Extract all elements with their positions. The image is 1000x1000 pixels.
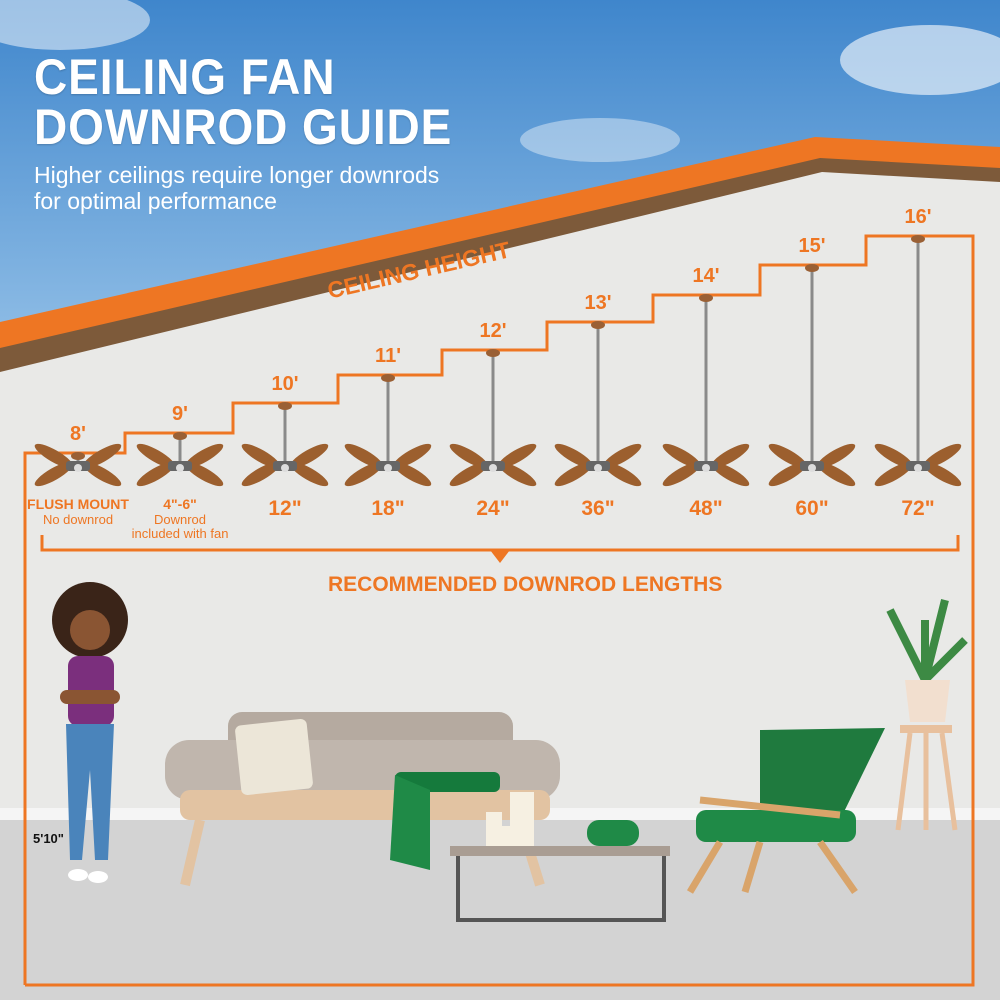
title-line-2: DOWNROD GUIDE <box>34 99 453 155</box>
ceiling-height-steps <box>23 234 975 987</box>
ceiling-fan-7 <box>662 294 750 487</box>
ceiling-height-8: 15' <box>798 235 826 257</box>
ceiling-height-6: 13' <box>584 292 612 314</box>
ceiling-height-9: 16' <box>904 206 932 228</box>
roof <box>0 140 1000 372</box>
ceiling-height-5: 12' <box>479 320 507 342</box>
ceiling-fan-4 <box>344 374 432 487</box>
ceiling-fan-6 <box>554 321 642 487</box>
downrod-length-9: 72" <box>901 497 935 520</box>
downrod-length-3: 12" <box>268 497 302 520</box>
downrod-length-7: 48" <box>689 497 723 520</box>
recommended-downrod-label: RECOMMENDED DOWNROD LENGTHS <box>328 573 723 596</box>
ceiling-height-4: 11' <box>375 345 401 367</box>
ceiling-height-2: 9' <box>172 403 188 425</box>
plant-illustration <box>886 599 968 831</box>
page-title: CEILING FAN DOWNROD GUIDE <box>34 52 452 152</box>
ceiling-fan-5 <box>449 349 537 487</box>
ceiling-fan-2 <box>136 432 224 487</box>
ceiling-fan-9 <box>874 235 962 487</box>
arrow-down-icon <box>490 550 510 563</box>
coffee-table-illustration <box>450 792 670 922</box>
person-illustration <box>52 582 128 883</box>
downrod-length-8: 60" <box>795 497 829 520</box>
subtitle-line-2: for optimal performance <box>34 188 277 214</box>
person-height-label: 5'10" <box>33 831 64 846</box>
subtitle: Higher ceilings require longer downrods f… <box>34 162 439 214</box>
downrod-length-4: 18" <box>371 497 405 520</box>
ceiling-fan-3 <box>241 402 329 487</box>
armchair-illustration <box>686 728 885 895</box>
downrod-length-2: 4"-6" <box>163 496 197 512</box>
ceiling-height-1: 8' <box>70 423 86 445</box>
ceiling-height-3: 10' <box>271 373 299 395</box>
downrod-note: included with fan <box>131 526 229 541</box>
ceiling-fan-1 <box>34 443 122 487</box>
title-line-1: CEILING FAN <box>34 49 336 105</box>
downrod-length-6: 36" <box>581 497 615 520</box>
subtitle-line-1: Higher ceilings require longer downrods <box>34 162 440 188</box>
ceiling-fan-8 <box>768 264 856 487</box>
ceiling-height-7: 14' <box>692 265 720 287</box>
downrod-length-1: FLUSH MOUNT <box>27 496 129 512</box>
downrod-length-5: 24" <box>476 497 510 520</box>
downrod-note: Downrod <box>153 512 207 527</box>
downrod-note: No downrod <box>42 512 114 527</box>
